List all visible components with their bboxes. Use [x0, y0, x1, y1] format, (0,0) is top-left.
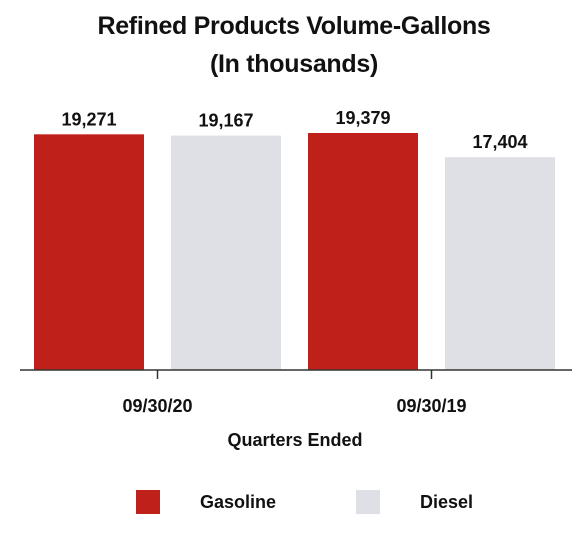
bar-diesel-0930-19 — [445, 157, 555, 370]
x-axis-label: Quarters Ended — [227, 430, 362, 450]
legend-label-diesel: Diesel — [420, 491, 474, 512]
legend-label-gasoline: Gasoline — [200, 491, 277, 512]
value-label-gasoline-0930-19: 19,379 — [335, 108, 390, 128]
legend-swatch-diesel — [356, 490, 380, 514]
legend-item-gasoline: Gasoline — [136, 488, 276, 516]
legend-swatch-gasoline — [136, 490, 160, 514]
chart-subtitle: (In thousands) — [209, 50, 378, 78]
value-label-diesel-0930-19: 17,404 — [472, 132, 527, 152]
chart-title: Refined Products Volume-Gallons — [97, 12, 491, 40]
value-label-diesel-0930-20: 19,167 — [198, 111, 253, 131]
bar-chart: 19,271 19,167 19,379 17,404 09/30/20 09/30/1… — [20, 108, 572, 450]
legend-item-diesel: Diesel — [356, 488, 473, 516]
bar-gasoline-0930-19 — [308, 133, 418, 370]
bar-diesel-0930-20 — [171, 135, 281, 370]
x-tick-label-0930-19: 09/30/19 — [396, 396, 466, 416]
bar-gasoline-0930-20 — [34, 134, 144, 370]
value-label-gasoline-0930-20: 19,271 — [61, 109, 116, 129]
x-tick-label-0930-20: 09/30/20 — [122, 396, 192, 416]
